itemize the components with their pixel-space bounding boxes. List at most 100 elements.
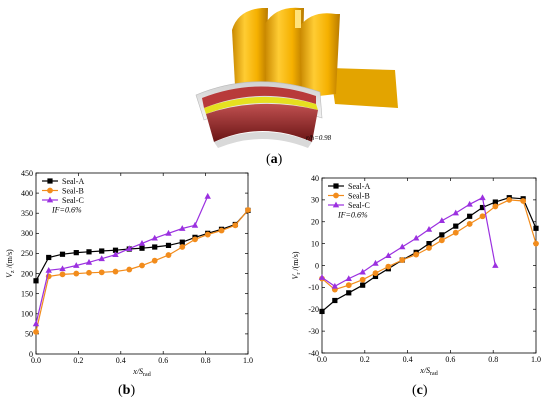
x-tick-label: 1.0 <box>243 356 253 365</box>
series-seal-b <box>319 196 539 293</box>
series-seal-b <box>33 207 251 335</box>
y-tick-label: -10 <box>308 283 319 292</box>
data-point <box>426 245 432 251</box>
data-point <box>32 320 40 327</box>
legend-marker <box>333 192 339 199</box>
data-point <box>59 271 66 278</box>
data-point <box>438 217 446 224</box>
y-tick-label: -20 <box>308 305 319 314</box>
legend-label: Seal-A <box>348 182 370 191</box>
data-point <box>533 225 539 231</box>
data-point <box>165 242 172 248</box>
x-tick-label: 0.6 <box>445 355 455 364</box>
legend-marker <box>333 183 339 189</box>
data-point <box>345 282 352 289</box>
data-point <box>245 207 251 213</box>
y-tick-label: 300 <box>21 229 33 238</box>
data-point <box>33 278 39 284</box>
legend-label: Seal-C <box>348 201 370 210</box>
y-tick-label: 200 <box>21 269 33 278</box>
data-point <box>151 257 158 264</box>
data-point <box>59 265 66 272</box>
data-point <box>165 229 172 236</box>
data-point <box>85 258 93 265</box>
data-point <box>439 232 445 238</box>
panel-b-label: (b) <box>118 383 136 398</box>
data-point <box>533 240 539 247</box>
data-point <box>98 255 105 262</box>
data-point <box>139 245 145 251</box>
x-tick-label: 0.0 <box>31 356 41 365</box>
data-point <box>492 199 498 205</box>
data-point <box>33 328 39 335</box>
legend-marker <box>332 201 340 208</box>
y-tick-label: -40 <box>308 349 319 358</box>
data-point <box>218 227 225 234</box>
blade-row <box>232 7 398 108</box>
x-axis-label: x/Srad <box>419 366 437 377</box>
y-tick-label: 250 <box>21 249 33 258</box>
seal-3d-render: r/h=0.98 <box>195 7 398 148</box>
y-tick-label: 350 <box>21 209 33 218</box>
panel-a-label: (a) <box>266 152 283 167</box>
data-point <box>479 194 486 201</box>
data-point <box>112 268 119 275</box>
y-tick-label: 450 <box>21 169 33 178</box>
series-line <box>35 196 209 324</box>
data-point <box>360 282 366 288</box>
y-tick-label: 0 <box>315 261 319 270</box>
data-point <box>466 200 473 207</box>
legend-marker <box>47 178 53 184</box>
seal-top <box>202 86 316 108</box>
data-point <box>319 308 325 315</box>
x-tick-label: 0.4 <box>403 355 413 364</box>
legend-label: Seal-B <box>62 186 84 195</box>
x-tick-label: 0.6 <box>158 356 168 365</box>
data-point <box>138 239 146 246</box>
series-seal-c <box>32 192 211 327</box>
data-point <box>73 250 79 256</box>
x-tick-label: 0.8 <box>201 356 211 365</box>
data-point <box>139 262 145 269</box>
blade-2 <box>265 7 304 100</box>
y-tick-label: 40 <box>311 174 319 183</box>
y-tick-label: 10 <box>311 239 319 248</box>
chart-b: 0 50 100 150 200 250 300 350 400 450 0.0 0.2 0.4 0.6 0… <box>5 169 253 378</box>
data-point <box>413 251 420 258</box>
data-point <box>192 236 198 243</box>
data-point <box>345 275 352 282</box>
data-point <box>452 229 459 236</box>
y-tick-label: 0 <box>29 350 33 359</box>
data-point <box>359 268 366 275</box>
data-point <box>426 241 432 247</box>
data-point <box>46 254 52 261</box>
data-point <box>232 222 239 229</box>
data-point <box>45 266 52 273</box>
y-tick-label: 150 <box>21 289 33 298</box>
data-point <box>112 247 119 253</box>
data-point <box>385 252 392 259</box>
x-axis-label: x/Srad <box>132 367 150 378</box>
data-point <box>479 204 486 211</box>
data-point <box>191 221 199 228</box>
y-tick-label: 400 <box>21 189 33 198</box>
data-point <box>372 259 379 266</box>
if-annotation: IF=0.6% <box>337 210 368 219</box>
data-point <box>179 225 186 231</box>
y-tick-label: 30 <box>311 196 319 205</box>
data-point <box>59 251 66 257</box>
data-point <box>179 239 185 245</box>
data-point <box>372 273 379 280</box>
data-point <box>412 234 420 241</box>
seal-body <box>206 103 318 142</box>
seal-ring <box>195 81 323 148</box>
x-tick-label: 0.2 <box>360 355 370 364</box>
data-point <box>438 237 445 244</box>
shroud-bottom <box>214 132 312 148</box>
data-point <box>399 257 406 263</box>
data-point <box>506 196 513 203</box>
data-point <box>492 203 499 210</box>
